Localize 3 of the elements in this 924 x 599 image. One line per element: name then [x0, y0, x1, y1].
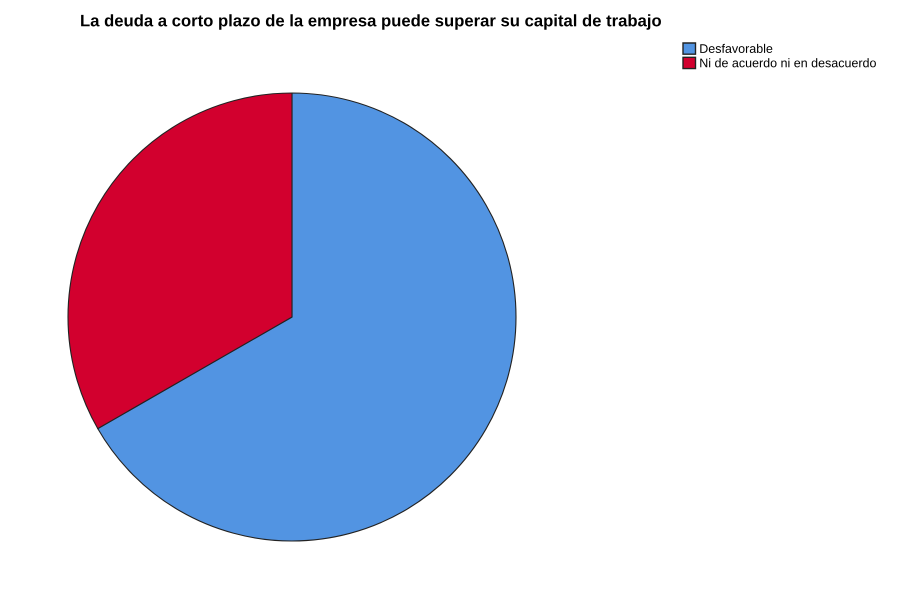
chart-title: La deuda a corto plazo de la empresa puede superar su capital de trabajo: [81, 14, 662, 30]
legend-label: Desfavorable: [700, 44, 772, 53]
legend-label: Ni de acuerdo ni en desacuerdo: [700, 58, 876, 68]
